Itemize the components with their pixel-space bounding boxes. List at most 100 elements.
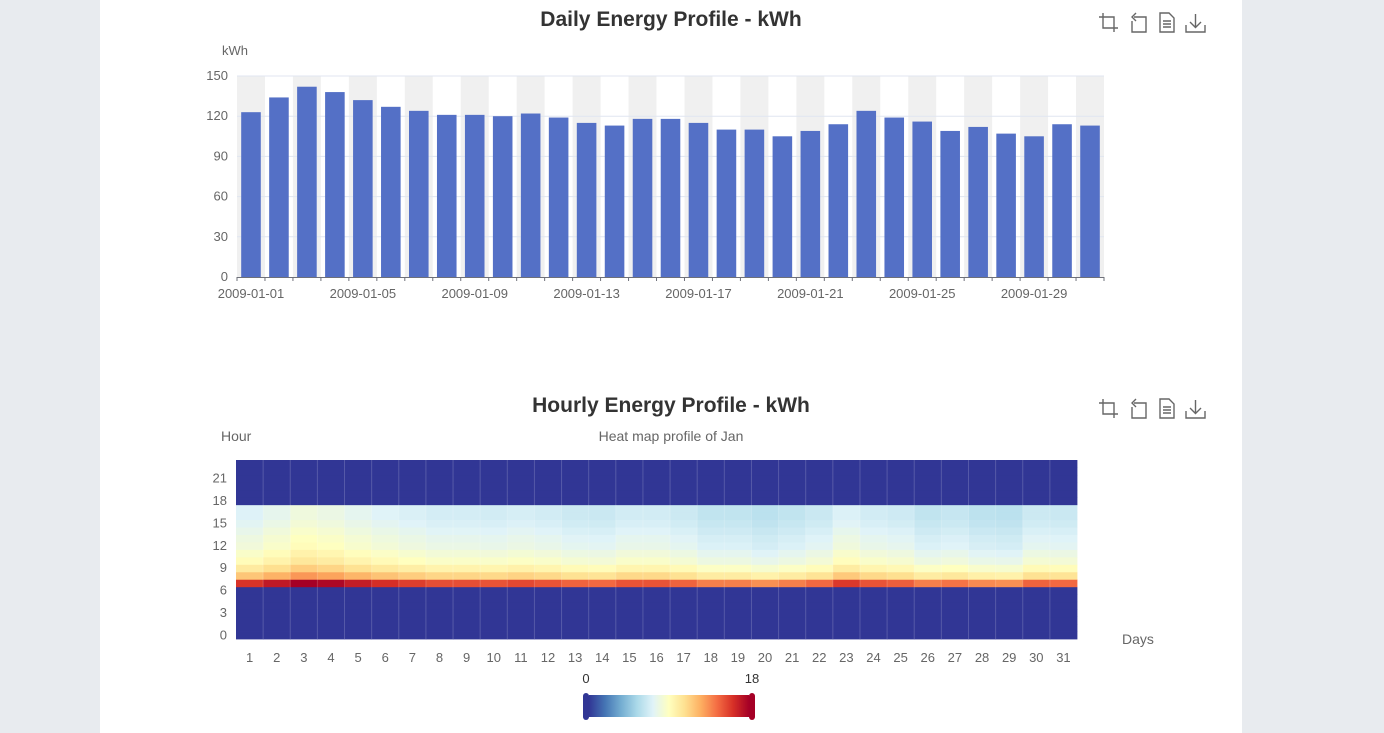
heatmap-cell [670, 527, 698, 535]
heatmap-cell [697, 504, 725, 513]
heatmap-cell [534, 571, 562, 580]
heatmap-cell [642, 467, 671, 476]
heatmap-cell [317, 579, 345, 588]
heatmap-cell [236, 474, 264, 483]
hourly-restore-button[interactable] [1127, 398, 1148, 419]
heatmap-cell [615, 549, 644, 558]
heatmap-cell [670, 579, 698, 588]
heatmap-cell [1022, 527, 1051, 535]
heatmap-cell [751, 542, 779, 550]
heatmap-cell [914, 616, 942, 625]
daily-restore-button[interactable] [1127, 12, 1148, 33]
bar [632, 118, 653, 277]
heatmap-cell [805, 474, 834, 483]
heatmap-cell [751, 497, 779, 506]
hourly-zoom-button[interactable] [1098, 398, 1119, 419]
heatmap-cell [995, 482, 1024, 491]
daily-data-view-button[interactable] [1156, 12, 1177, 33]
data-view-icon [1159, 12, 1175, 33]
heatmap-cell [588, 579, 617, 588]
heatmap-cell [724, 556, 752, 565]
heatmap-cell [995, 467, 1024, 476]
heatmap-cell [1049, 549, 1078, 558]
heatmap-cell [453, 549, 481, 558]
heatmap-cell [1049, 482, 1078, 491]
heatmap-cell [344, 467, 373, 476]
heatmap-cell [914, 512, 942, 521]
heatmap-cell [941, 616, 969, 625]
heatmap-cell [561, 527, 590, 535]
heatmap-cell [263, 474, 291, 483]
bar [884, 117, 905, 277]
daily-zoom-button[interactable] [1098, 12, 1119, 33]
heatmap-cell [534, 460, 562, 468]
heatmap-cell [968, 527, 997, 535]
heatmap-cell [697, 556, 725, 565]
heatmap-cell [1022, 631, 1051, 640]
heatmap-cell [887, 616, 915, 625]
heatmap-cell [615, 556, 644, 565]
heatmap-cell [751, 586, 779, 595]
heatmap-cell [887, 594, 915, 603]
heatmap-cell [968, 497, 997, 506]
heatmap-cell [507, 467, 535, 476]
day-tick-label: 5 [354, 650, 361, 665]
heatmap-cell [832, 549, 861, 558]
heatmap-cell [859, 504, 888, 513]
heatmap-cell [642, 527, 671, 535]
heatmap-cell [724, 467, 752, 476]
heatmap-cell [751, 512, 779, 521]
heatmap-cell [534, 467, 562, 476]
heatmap-cell [398, 527, 427, 535]
heatmap-cell [290, 624, 318, 632]
heatmap-cell [263, 556, 291, 565]
heatmap-cell [425, 474, 454, 483]
heatmap-cell [697, 601, 725, 610]
heatmap-cell [642, 556, 671, 565]
heatmap-cell [805, 594, 834, 603]
heatmap-cell [588, 609, 617, 618]
heatmap-cell [751, 579, 779, 588]
heatmap-cell [588, 527, 617, 535]
heatmap-cell [263, 594, 291, 603]
hourly-save-image-button[interactable] [1185, 398, 1206, 419]
heatmap-cell [480, 504, 508, 513]
visual-map-min-handle[interactable] [583, 693, 589, 720]
heatmap-cell [507, 616, 535, 625]
heatmap-cell [588, 601, 617, 610]
heatmap-cell [453, 497, 481, 506]
heatmap-cell [534, 609, 562, 618]
heatmap-cell [941, 512, 969, 521]
heatmap-cell [941, 624, 969, 632]
heatmap-cell [507, 624, 535, 632]
heatmap-cell [1049, 564, 1078, 573]
heatmap-cell [887, 519, 915, 528]
heatmap-cell [859, 601, 888, 610]
heatmap-cell [398, 616, 427, 625]
heatmap-cell [832, 504, 861, 513]
day-tick-label: 15 [622, 650, 636, 665]
hourly-data-view-button[interactable] [1156, 398, 1177, 419]
heatmap-cell [588, 549, 617, 558]
daily-save-image-button[interactable] [1185, 12, 1206, 33]
heatmap-cell [344, 616, 373, 625]
heatmap-cell [371, 609, 400, 618]
heatmap-cell [995, 571, 1024, 580]
heatmap-cell [642, 594, 671, 603]
heatmap-cell [290, 474, 318, 483]
heatmap-cell [263, 519, 291, 528]
heatmap-cell [263, 527, 291, 535]
heatmap-cell [724, 586, 752, 595]
heatmap-cell [561, 609, 590, 618]
heatmap-cell [507, 571, 535, 580]
visual-map-max-handle[interactable] [749, 693, 755, 720]
heatmap-cell [480, 542, 508, 550]
heatmap-cell [642, 616, 671, 625]
heatmap-cell [1022, 601, 1051, 610]
heatmap-cell [263, 497, 291, 506]
heatmap-cell [805, 624, 834, 632]
heatmap-cell [995, 631, 1024, 640]
heatmap-cell [561, 460, 590, 468]
heatmap-cell [968, 609, 997, 618]
heatmap-cell [263, 504, 291, 513]
